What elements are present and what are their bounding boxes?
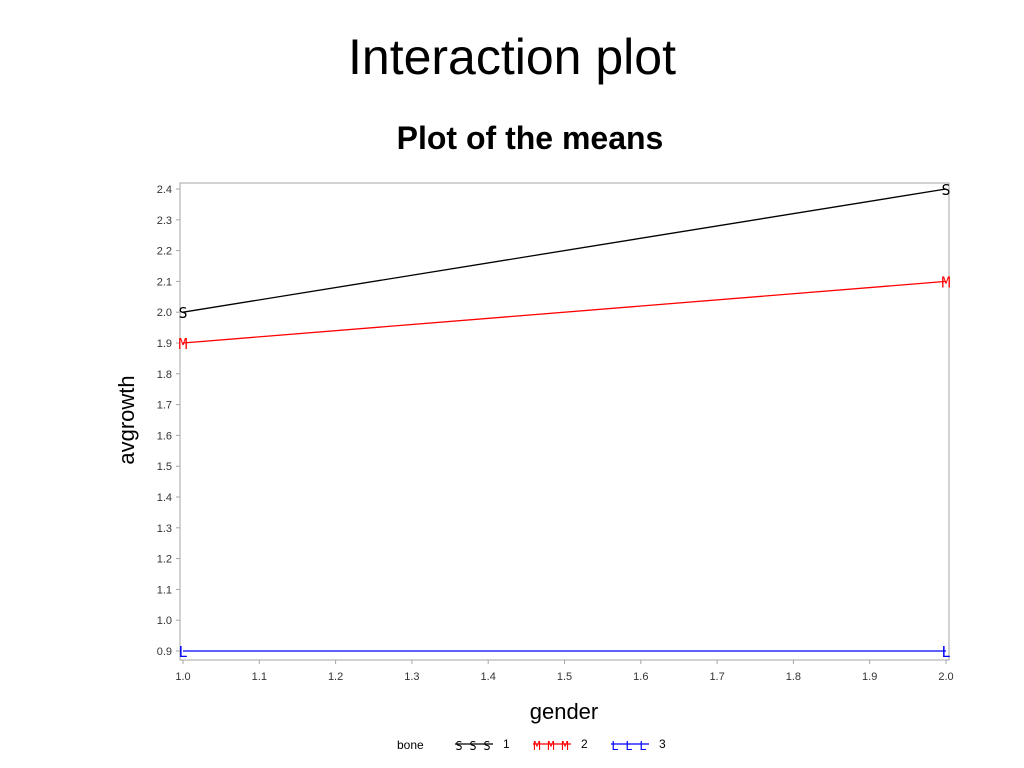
legend-marker-1-2: S <box>483 739 490 753</box>
plot-frame <box>179 182 950 661</box>
data-point-1-1: S <box>941 181 950 199</box>
data-point-3-1: L <box>941 643 950 661</box>
legend-marker-1-0: S <box>455 739 462 753</box>
y-tick-label-12: 2.1 <box>157 276 172 288</box>
legend-label-3: 3 <box>659 737 666 751</box>
y-tick-label-1: 1.0 <box>157 615 172 627</box>
y-tick-label-13: 2.2 <box>157 246 172 258</box>
y-tick-label-15: 2.4 <box>157 184 172 196</box>
legend-marker-1-1: S <box>469 739 476 753</box>
series-line-2 <box>182 280 947 344</box>
y-tick-label-7: 1.6 <box>157 430 172 442</box>
y-tick-label-5: 1.4 <box>157 492 172 504</box>
data-point-3-0: L <box>178 643 187 661</box>
chart-title: Plot of the means <box>396 120 664 156</box>
legend-marker-3-0: L <box>611 739 618 753</box>
x-tick-label-3: 1.3 <box>404 671 419 683</box>
y-tick-label-2: 1.1 <box>157 584 172 596</box>
y-tick-label-0: 0.9 <box>157 646 172 658</box>
x-tick-label-4: 1.4 <box>481 671 496 683</box>
data-point-2-0: M <box>178 335 187 353</box>
legend-marker-2-0: M <box>533 739 540 753</box>
x-tick-label-2: 1.2 <box>328 671 343 683</box>
y-tick-label-3: 1.2 <box>157 554 172 566</box>
x-tick-label-8: 1.8 <box>786 671 801 683</box>
y-tick-label-9: 1.8 <box>157 369 172 381</box>
x-tick-label-1: 1.1 <box>252 671 267 683</box>
legend-label-1: 1 <box>503 737 510 751</box>
series-2: MM <box>178 273 950 353</box>
x-tick-label-0: 1.0 <box>175 671 190 683</box>
x-tick-label-10: 2.0 <box>938 671 953 683</box>
legend-marker-3-1: L <box>625 739 632 753</box>
y-axis-label: avgrowth <box>114 375 139 464</box>
x-tick-label-7: 1.7 <box>709 671 724 683</box>
legend-marker-2-1: M <box>547 739 554 753</box>
x-axis-label: gender <box>530 699 599 724</box>
legend-marker-2-2: M <box>561 739 568 753</box>
y-tick-label-14: 2.3 <box>157 215 172 227</box>
x-tick-label-5: 1.5 <box>557 671 572 683</box>
y-tick-label-4: 1.3 <box>157 523 172 535</box>
legend-marker-3-2: L <box>639 739 646 753</box>
legend-label-2: 2 <box>581 737 588 751</box>
x-tick-label-9: 1.9 <box>862 671 877 683</box>
y-axis: 0.9 1.0 1.1 1.2 1.3 1.4 1.5 1.6 1.7 1.8 1.9 2.0 2.1 2… <box>157 184 180 658</box>
y-tick-label-10: 1.9 <box>157 338 172 350</box>
x-axis: 1.0 1.1 1.2 1.3 1.4 1.5 1.6 1.7 1.8 1.9 2.0 <box>175 660 954 683</box>
y-tick-label-6: 1.5 <box>157 461 172 473</box>
data-point-1-0: S <box>178 304 187 322</box>
x-tick-label-6: 1.6 <box>633 671 648 683</box>
data-point-2-1: M <box>941 273 950 291</box>
legend-title: bone <box>397 738 424 752</box>
slide-title: Interaction plot <box>348 29 676 85</box>
series-line-1 <box>182 188 947 313</box>
y-tick-label-11: 2.0 <box>157 307 172 319</box>
y-tick-label-8: 1.7 <box>157 400 172 412</box>
series-1: SS <box>178 181 950 322</box>
